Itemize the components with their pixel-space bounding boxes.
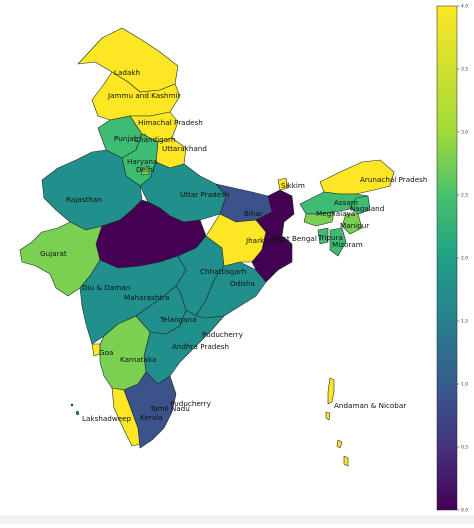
colorbar-tick-label: 2.5 [461, 193, 468, 199]
label-andaman-nicobar: Andaman & Nicobar [334, 401, 406, 410]
label-himachal-pradesh: Himachal Pradesh [138, 118, 203, 127]
state-lakshadweep [75, 410, 80, 416]
colorbar-tick-label: 4.0 [461, 4, 468, 10]
label-andhra-pradesh: Andhra Pradesh [172, 342, 229, 351]
label-jammu-kashmir: Jammu and Kashmir [107, 91, 180, 100]
label-nagaland: Nagaland [350, 204, 384, 213]
colorbar-ticks: 0.0 0.5 1.0 1.5 2.0 2.5 3.0 3.5 4.0 [457, 4, 468, 514]
label-goa: Goa [99, 348, 113, 357]
label-chandigarh: Chandigarh [134, 135, 175, 144]
colorbar-tick-label: 1.0 [461, 382, 468, 388]
state-nagaland [349, 195, 371, 215]
colorbar-gradient [436, 5, 458, 511]
label-mizoram: Mizoram [332, 240, 363, 249]
label-lakshadweep: Lakshadweep [82, 414, 132, 423]
colorbar-tick-label: 1.5 [461, 319, 468, 325]
label-odisha: Odisha [230, 279, 255, 288]
colorbar-tick-label: 0.5 [461, 445, 468, 451]
state-tamil-nadu [123, 371, 177, 449]
state-andaman-nicobar [327, 377, 335, 405]
label-uttar-pradesh: Uttar Pradesh [180, 190, 229, 199]
label-west-bengal: West Bengal [272, 234, 317, 243]
label-diu-daman: Diu & Daman [82, 283, 130, 292]
lakshadweep-island-2 [70, 403, 74, 407]
label-meghalaya: Meghalaya [316, 209, 355, 218]
state-meghalaya [303, 211, 335, 227]
state-delhi [140, 165, 150, 176]
label-uttarakhand: Uttarakhand [162, 144, 207, 153]
nicobar-island-1 [336, 439, 343, 449]
label-chhattisgarh: Chhattisgarh [200, 267, 246, 276]
state-tripura [317, 227, 329, 245]
label-haryana: Haryana [127, 157, 157, 166]
label-arunachal-pradesh: Arunachal Pradesh [360, 175, 427, 184]
label-tamil-nadu: Tamil Nadu [149, 404, 190, 413]
label-delhi: Delhi [136, 165, 155, 174]
label-jharkhand: Jharkhand [245, 236, 282, 245]
label-bihar: Bihar [244, 209, 263, 218]
colorbar-tick-label: 3.0 [461, 130, 468, 136]
label-punjab: Punjab [114, 134, 139, 143]
andaman-island-2 [325, 411, 331, 421]
label-assam: Assam [334, 198, 358, 207]
state-mizoram [329, 227, 347, 257]
label-kerala: Kerala [140, 413, 163, 422]
label-ladakh: Ladakh [114, 68, 140, 77]
footer-strip [0, 515, 474, 524]
label-maharashtra: Maharashtra [124, 293, 169, 302]
label-gujarat: Gujarat [40, 249, 67, 258]
label-manipur: Manipur [340, 221, 369, 230]
colorbar-tick-label: 0.0 [461, 508, 468, 514]
state-sikkim [277, 177, 289, 191]
label-rajasthan: Rajasthan [66, 195, 102, 204]
label-karnataka: Karnataka [120, 355, 156, 364]
state-odisha [195, 261, 267, 319]
label-puducherry-north: Puducherry [202, 330, 244, 339]
label-sikkim: Sikkim [281, 181, 305, 190]
colorbar-tick-label: 2.0 [461, 256, 468, 262]
nicobar-island-2 [343, 455, 349, 467]
state-west-bengal [251, 189, 295, 283]
label-puducherry-south: Puducherry [170, 399, 212, 408]
label-tripura: Tripura [317, 233, 343, 242]
label-telangana: Telangana [159, 315, 196, 324]
state-manipur [341, 213, 363, 235]
colorbar-tick-label: 3.5 [461, 67, 468, 73]
